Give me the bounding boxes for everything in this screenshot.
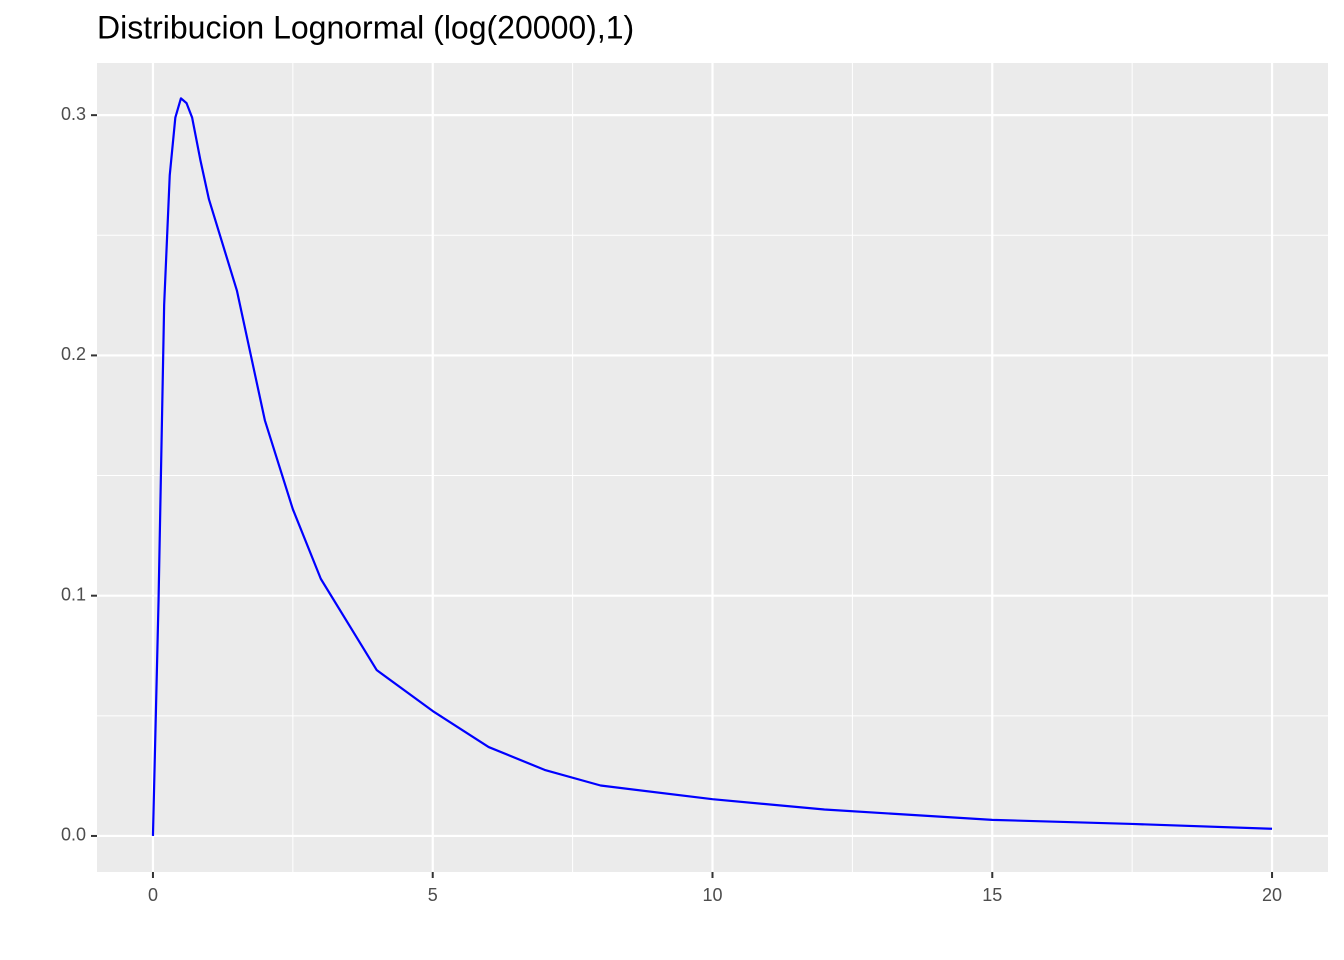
chart-title: Distribucion Lognormal (log(20000),1): [97, 9, 634, 45]
x-tick-label: 15: [982, 885, 1002, 905]
x-tick-label: 10: [702, 885, 722, 905]
x-tick-label: 20: [1262, 885, 1282, 905]
line-series: [151, 97, 1273, 836]
y-tick-label: 0.2: [61, 344, 86, 364]
y-tick-label: 0.3: [61, 104, 86, 124]
y-tick-label: 0.1: [61, 584, 86, 604]
x-tick-label: 5: [428, 885, 438, 905]
y-tick-label: 0.0: [61, 825, 86, 845]
x-tick-label: 0: [148, 885, 158, 905]
